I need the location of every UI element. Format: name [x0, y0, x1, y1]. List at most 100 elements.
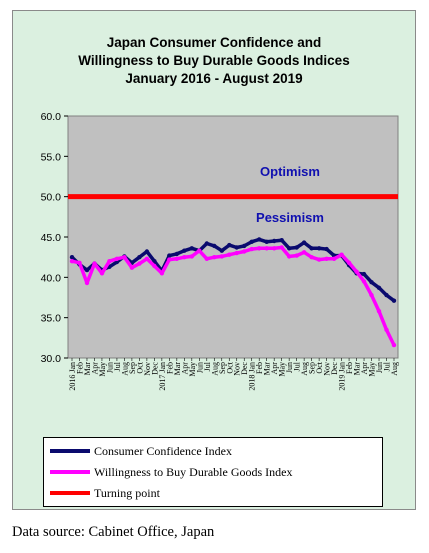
series-point	[167, 253, 172, 258]
x-tick-label: Feb	[345, 362, 354, 374]
x-tick-label: Aug	[390, 362, 399, 376]
series-point	[279, 238, 284, 243]
series-point	[354, 269, 359, 274]
x-tick-label: Jun	[105, 362, 114, 373]
x-tick-label: Jul	[383, 361, 392, 371]
series-point	[339, 252, 344, 257]
series-point	[376, 309, 382, 314]
series-point	[219, 254, 224, 259]
series-point	[152, 259, 157, 264]
series-point	[369, 292, 374, 298]
x-tick-label: Sep	[308, 362, 317, 374]
series-point	[114, 256, 120, 261]
series-point	[391, 298, 397, 303]
x-tick-label: 2019 Jan	[338, 362, 347, 391]
series-point	[212, 243, 217, 249]
series-point	[144, 256, 150, 261]
series-point	[182, 248, 187, 253]
series-point	[391, 342, 397, 348]
chart-title-line-3: January 2016 - August 2019	[125, 71, 302, 86]
x-tick-label: Jun	[195, 362, 204, 373]
series-point	[107, 259, 112, 264]
x-tick-label: Aug	[120, 362, 129, 376]
x-tick-label: Aug	[210, 362, 219, 376]
legend: Consumer Confidence Index Willingness to…	[43, 437, 383, 507]
series-point	[227, 242, 232, 248]
series-point	[189, 254, 194, 259]
legend-item-turning-point: Turning point	[50, 484, 160, 502]
series-point	[204, 241, 209, 246]
series-point	[346, 260, 352, 265]
series-point	[152, 263, 157, 269]
series-point	[257, 237, 262, 242]
legend-swatch	[50, 491, 90, 495]
legend-item-willingness: Willingness to Buy Durable Goods Index	[50, 463, 293, 481]
series-point	[159, 271, 165, 276]
series-point	[129, 265, 135, 270]
x-tick-label: 2018 Jan	[248, 362, 257, 391]
x-tick-label: Mar	[263, 362, 272, 376]
series-point	[234, 245, 239, 250]
series-point	[294, 253, 299, 258]
series-point	[242, 249, 247, 254]
x-tick-label: 2017 Jan	[158, 362, 167, 391]
series-point	[287, 254, 292, 259]
series-point	[189, 246, 194, 251]
series-point	[84, 280, 90, 286]
series-point	[174, 251, 179, 257]
series-point	[309, 255, 314, 260]
x-tick-label: Apr	[360, 362, 369, 375]
series-point	[122, 255, 127, 260]
series-point	[77, 260, 82, 265]
series-point	[204, 256, 209, 261]
series-point	[324, 246, 329, 252]
x-tick-label: Dec	[240, 362, 249, 375]
series-point	[264, 246, 269, 251]
series-point	[99, 271, 105, 276]
series-point	[182, 255, 187, 260]
plot-area	[67, 115, 399, 359]
series-point	[301, 250, 307, 255]
x-tick-label: Jun	[285, 362, 294, 373]
x-tick-label: Oct	[225, 361, 234, 373]
x-tick-label: Apr	[180, 362, 189, 375]
x-tick-label: May	[368, 362, 377, 377]
x-tick-label: Oct	[315, 361, 324, 373]
y-tick-label: 45.0	[41, 232, 62, 244]
series-point	[294, 245, 299, 250]
x-tick-label: Jul	[113, 361, 122, 371]
chart-title-line-1: Japan Consumer Confidence and	[107, 35, 322, 50]
series-point	[69, 255, 75, 260]
series-point	[279, 245, 284, 250]
x-tick-label: Feb	[255, 362, 264, 374]
x-tick-label: Dec	[330, 362, 339, 375]
x-tick-label: Mar	[173, 362, 182, 376]
series-point	[167, 257, 172, 262]
series-point	[257, 246, 262, 251]
series-point	[331, 256, 337, 261]
series-point	[384, 327, 389, 332]
series-point	[249, 246, 254, 252]
legend-label: Willingness to Buy Durable Goods Index	[94, 464, 293, 479]
chart-title-line-2: Willingness to Buy Durable Goods Indices	[78, 53, 349, 68]
series-point	[376, 285, 382, 290]
x-tick-label: Mar	[353, 362, 362, 376]
series-point	[137, 255, 142, 260]
series-point	[324, 256, 329, 261]
x-tick-label: Nov	[233, 362, 242, 376]
series-point	[219, 248, 224, 253]
y-tick-label: 30.0	[41, 353, 62, 365]
x-tick-label: Sep	[128, 362, 137, 374]
x-tick-label: Feb	[75, 362, 84, 374]
y-tick-label: 35.0	[41, 313, 62, 325]
series-point	[301, 240, 307, 245]
y-tick-label: 60.0	[41, 111, 62, 123]
x-tick-label: May	[278, 362, 287, 377]
series-point	[174, 256, 179, 261]
series-point	[287, 246, 292, 251]
annotation-pessimism: Pessimism	[256, 210, 324, 225]
x-tick-label: Nov	[143, 362, 152, 376]
series-point	[316, 246, 322, 251]
series-point	[242, 243, 247, 249]
